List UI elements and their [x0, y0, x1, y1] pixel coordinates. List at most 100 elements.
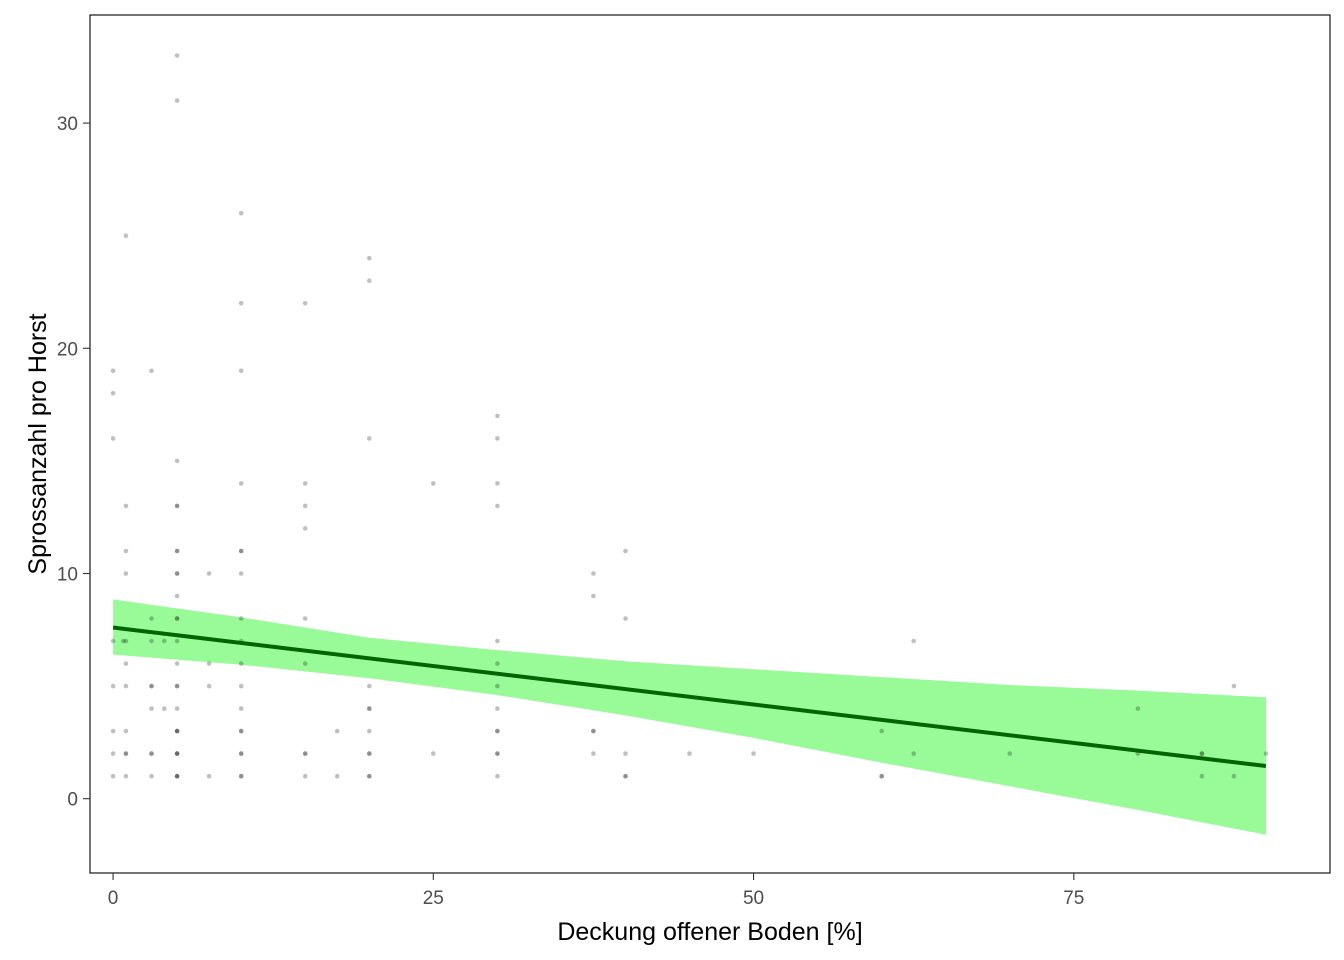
data-point [149, 638, 154, 644]
data-point [1199, 751, 1205, 756]
data-point [123, 751, 129, 756]
data-point [206, 773, 212, 779]
data-point [123, 728, 129, 734]
data-point [238, 661, 244, 666]
data-point [302, 773, 308, 779]
data-point [302, 503, 308, 509]
data-point [149, 773, 154, 779]
x-tick-label: 50 [743, 888, 764, 909]
data-point [174, 751, 180, 756]
data-point [238, 728, 244, 734]
data-point [149, 706, 154, 711]
data-point [149, 616, 154, 621]
data-point [174, 548, 180, 554]
data-point [238, 368, 244, 374]
data-point [121, 638, 126, 644]
data-point [1231, 683, 1237, 689]
data-point [591, 593, 596, 599]
data-point [367, 278, 372, 284]
data-point [238, 301, 244, 306]
data-point [623, 616, 628, 621]
data-point [367, 255, 372, 261]
data-point [206, 661, 212, 666]
data-point [495, 751, 500, 756]
data-point [238, 773, 244, 779]
data-point [911, 751, 916, 756]
data-point [123, 233, 129, 238]
confidence-band [113, 599, 1267, 835]
y-axis: 0 10 20 30 [57, 114, 90, 811]
data-point [174, 683, 180, 689]
data-point [302, 481, 308, 486]
data-point [174, 638, 180, 644]
x-tick-label: 25 [423, 888, 444, 909]
data-point [367, 751, 372, 756]
data-point [1199, 751, 1205, 756]
data-point [174, 98, 180, 103]
data-point [879, 773, 884, 779]
data-point [238, 751, 244, 756]
data-point [367, 728, 372, 734]
data-point [495, 436, 500, 441]
data-point [162, 638, 167, 644]
data-point [238, 706, 244, 711]
y-tick-label: 20 [57, 339, 78, 360]
data-point [110, 773, 116, 779]
data-point [174, 728, 180, 734]
y-axis-title: Sprossanzahl pro Horst [24, 313, 52, 574]
data-point [751, 751, 756, 756]
data-point [238, 728, 244, 734]
data-point [495, 683, 500, 689]
data-point [495, 661, 500, 666]
data-point [174, 458, 180, 464]
data-point [174, 728, 180, 734]
data-point [149, 751, 154, 756]
x-axis-title: Deckung offener Boden [%] [557, 918, 862, 946]
data-point [174, 706, 180, 711]
data-point [431, 751, 436, 756]
data-point [174, 616, 180, 621]
y-tick-label: 30 [57, 114, 78, 135]
data-point [238, 683, 244, 689]
data-point [174, 53, 180, 58]
y-tick-label: 0 [67, 790, 78, 811]
x-axis: 0 25 50 75 [108, 873, 1084, 909]
x-tick-label: 75 [1063, 888, 1084, 909]
data-point [123, 548, 129, 554]
data-point [238, 481, 244, 486]
data-point [911, 638, 916, 644]
fit-line-layer [112, 625, 1267, 769]
data-point [495, 706, 500, 711]
data-point [495, 773, 500, 779]
data-point [174, 661, 180, 666]
data-point [238, 773, 244, 779]
data-point [162, 706, 167, 711]
data-point [591, 571, 596, 576]
data-point [879, 728, 884, 734]
data-point [110, 683, 116, 689]
data-point [367, 683, 372, 689]
data-point [206, 683, 212, 689]
data-point [174, 751, 180, 756]
data-point [591, 728, 596, 734]
data-point [174, 503, 180, 509]
data-point [123, 751, 129, 756]
data-point [149, 368, 154, 374]
data-point [110, 751, 116, 756]
data-point [110, 391, 116, 396]
data-point [623, 751, 628, 756]
data-point [431, 481, 436, 486]
data-point [238, 210, 244, 216]
data-point [149, 683, 154, 689]
x-tick-label: 0 [108, 888, 119, 909]
data-point [110, 638, 116, 644]
data-point [238, 616, 244, 621]
data-point [367, 706, 372, 711]
data-point [174, 503, 180, 509]
data-point [110, 368, 116, 374]
data-point [1263, 751, 1269, 756]
data-point [495, 751, 500, 756]
data-point [495, 503, 500, 509]
